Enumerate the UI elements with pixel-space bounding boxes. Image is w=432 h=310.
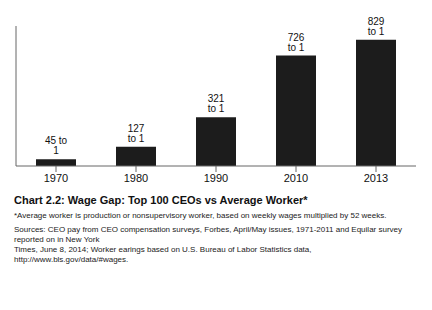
svg-text:1980: 1980 <box>124 172 148 184</box>
svg-text:2013: 2013 <box>364 172 388 184</box>
html-text:Chart 2.2: Wage Gap: Top 100 C: Chart 2.2: Wage Gap: Top 100 CEOs vs Ave… <box>14 194 308 206</box>
svg-text:321to 1: 321to 1 <box>208 93 225 114</box>
svg-text:1970: 1970 <box>44 172 68 184</box>
svg-text:726to 1: 726to 1 <box>288 32 305 53</box>
svg-text:2010: 2010 <box>284 172 308 184</box>
html-text:Sources: CEO pay from CEO comp: Sources: CEO pay from CEO compensation s… <box>14 225 402 264</box>
svg-text:45 to1: 45 to1 <box>45 135 68 156</box>
svg-text:1990: 1990 <box>204 172 228 184</box>
svg-text:829to 1: 829to 1 <box>368 16 385 37</box>
svg-text:127to 1: 127to 1 <box>128 123 145 144</box>
html-text:*Average worker is production: *Average worker is production or nonsupe… <box>14 211 387 220</box>
